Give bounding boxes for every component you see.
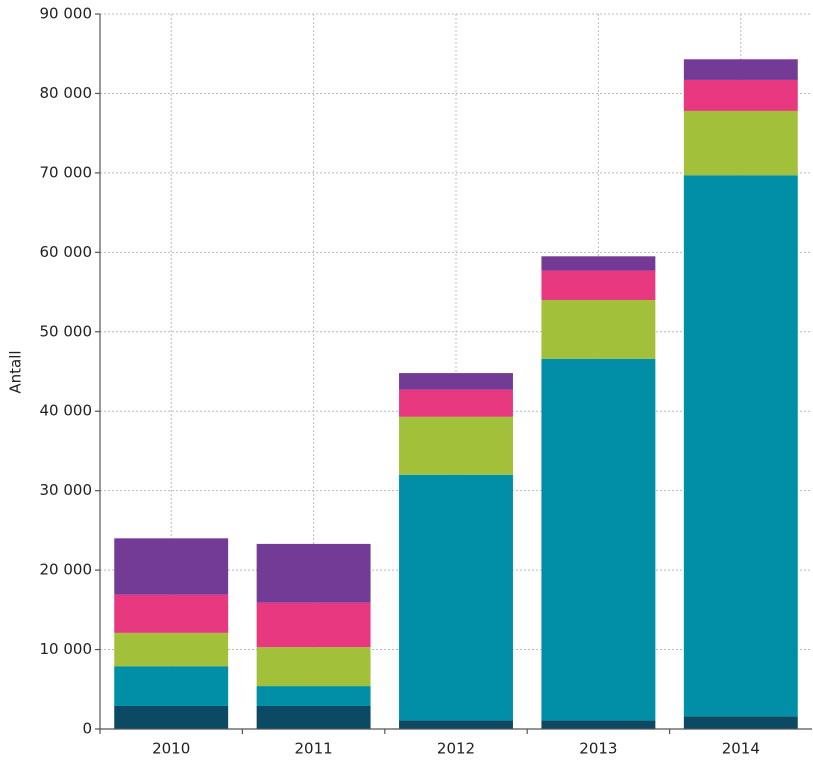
bar-segment xyxy=(541,720,656,729)
bar-segment xyxy=(256,705,371,729)
bar-segment xyxy=(114,705,229,729)
bar-segment xyxy=(114,594,229,633)
x-tick-label: 2013 xyxy=(579,740,617,758)
y-tick-label: 50 000 xyxy=(40,322,93,340)
y-tick-label: 20 000 xyxy=(40,561,93,579)
bar-segment xyxy=(256,686,371,706)
y-tick-label: 30 000 xyxy=(40,481,93,499)
bar-segment xyxy=(399,389,513,417)
bar-segment xyxy=(541,256,656,271)
bar-segment xyxy=(256,543,371,603)
bar-segment xyxy=(256,602,371,648)
y-tick-label: 10 000 xyxy=(40,640,93,658)
y-tick-label: 60 000 xyxy=(40,243,93,261)
bar-segment xyxy=(399,720,513,729)
bar-segment xyxy=(541,358,656,721)
x-tick-label: 2012 xyxy=(437,740,475,758)
y-tick-label: 70 000 xyxy=(40,163,93,181)
bar-segment xyxy=(541,300,656,359)
y-tick-label: 90 000 xyxy=(40,5,93,23)
bar-segment xyxy=(541,270,656,300)
bar-segment xyxy=(114,632,229,667)
bar-segment xyxy=(683,59,798,80)
y-tick-label: 80 000 xyxy=(40,84,93,102)
bar-segment xyxy=(683,110,798,176)
bar-segment xyxy=(399,373,513,390)
bar-segment xyxy=(399,474,513,721)
bar-segment xyxy=(256,647,371,687)
bar-segment xyxy=(683,79,798,111)
bar-segment xyxy=(683,716,798,729)
bar-segment xyxy=(683,175,798,717)
y-tick-label: 0 xyxy=(82,720,92,738)
x-tick-label: 2011 xyxy=(295,740,333,758)
x-tick-label: 2014 xyxy=(722,740,760,758)
bar-segment xyxy=(114,666,229,706)
y-tick-label: 40 000 xyxy=(40,402,93,420)
bar-segment xyxy=(399,416,513,475)
y-axis-label: Antall xyxy=(7,350,25,393)
bar-segment xyxy=(114,538,229,595)
x-tick-label: 2010 xyxy=(152,740,190,758)
